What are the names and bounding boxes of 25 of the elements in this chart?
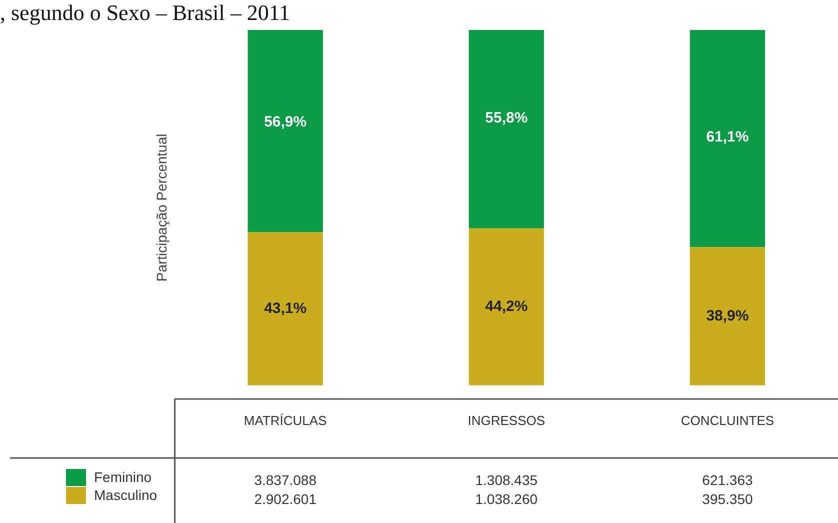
text: 1.038.260 — [475, 490, 538, 507]
chart-title: , segundo o Sexo – Brasil – 2011 — [0, 0, 290, 26]
text: 395.350 — [702, 490, 753, 507]
text: 621.363 — [702, 472, 753, 488]
x-tick-label: MATRÍCULAS — [244, 412, 328, 428]
data-label: 55,8% — [485, 109, 528, 126]
text: 3.837.088 — [254, 472, 317, 488]
x-tick-label: CONCLUINTES — [680, 412, 774, 428]
legend-label: Masculino — [94, 487, 158, 503]
y-axis-title: Participação Percentual — [153, 134, 170, 282]
data-label: 61,1% — [706, 128, 749, 146]
bar — [248, 30, 323, 232]
legend-label: Feminino — [94, 469, 152, 485]
data-label: 38,9% — [706, 307, 749, 324]
text: 1.308.435 — [475, 472, 538, 488]
text: 2.902.601 — [254, 490, 317, 507]
bar — [690, 247, 766, 386]
bar — [248, 232, 323, 386]
bar — [468, 30, 544, 228]
x-tick-label: INGRESSOS — [468, 412, 546, 428]
bar — [690, 30, 766, 248]
data-label: 44,2% — [485, 298, 528, 315]
data-label: 56,9% — [264, 113, 307, 130]
data-label: 43,1% — [264, 300, 307, 317]
bar — [468, 228, 544, 386]
